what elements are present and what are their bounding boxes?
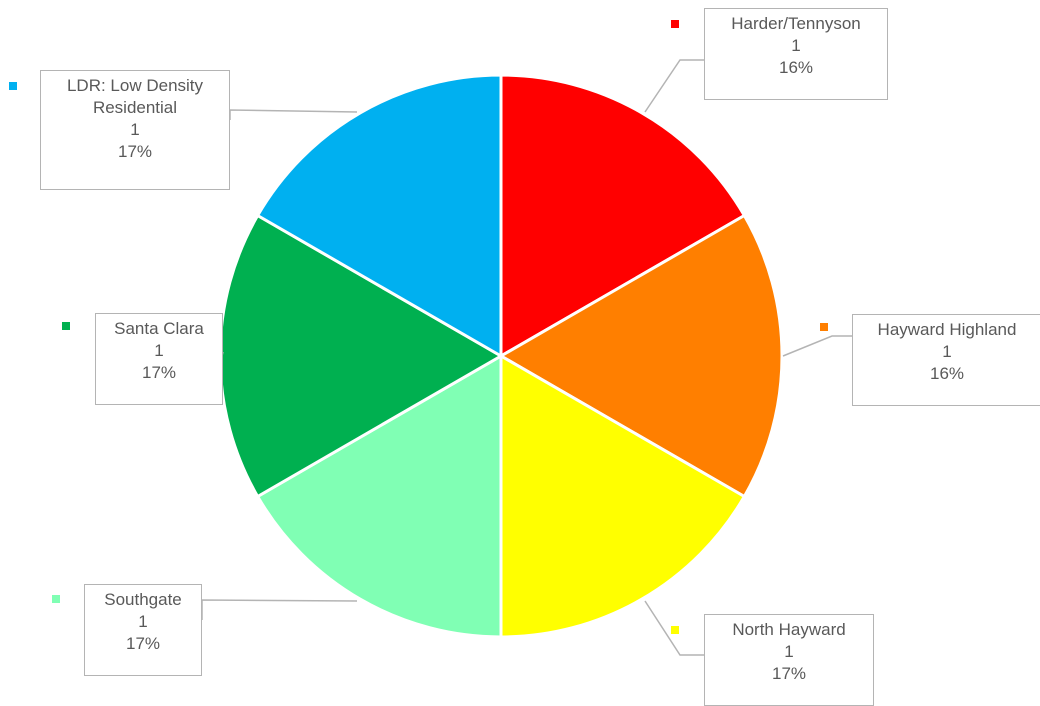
- label-value: 1: [154, 341, 164, 360]
- label-category: Santa Clara: [114, 319, 204, 338]
- data-label-ldr-low-density-residential: LDR: Low Density Residential 1 17%: [40, 70, 230, 190]
- leader-line: [201, 599, 358, 620]
- leader-line: [782, 335, 852, 357]
- pie-slice-north-hayward: [499, 353, 747, 639]
- label-value: 1: [784, 642, 794, 661]
- data-label-hayward-highland: Hayward Highland 1 16%: [852, 314, 1040, 406]
- legend-key-ldr: [9, 82, 17, 90]
- label-percent: 17%: [125, 634, 161, 653]
- leader-line: [644, 59, 704, 113]
- label-value: 1: [138, 612, 148, 631]
- data-label-north-hayward: North Hayward 1 17%: [704, 614, 874, 706]
- pie-slices: [218, 73, 784, 639]
- pie-slice-hayward-highland: [498, 213, 784, 499]
- legend-key-north-hayward: [671, 626, 679, 634]
- label-category: Hayward Highland: [877, 320, 1017, 339]
- label-percent: 17%: [141, 363, 177, 382]
- label-category: Harder/Tennyson: [731, 14, 861, 33]
- data-label-harder-tennyson: Harder/Tennyson 1 16%: [704, 8, 888, 100]
- label-value: 1: [130, 120, 140, 139]
- pie-slice-ldr-low-density-residential: [255, 73, 503, 359]
- label-percent: 16%: [778, 58, 814, 77]
- label-percent: 17%: [771, 664, 807, 683]
- label-category: North Hayward: [732, 620, 846, 639]
- label-category: Southgate: [104, 590, 182, 609]
- label-category: LDR: Low Density Residential: [66, 76, 204, 117]
- pie-slice-southgate: [255, 353, 503, 639]
- label-value: 1: [942, 342, 952, 361]
- label-value: 1: [791, 36, 801, 55]
- legend-key-hayward-highland: [820, 323, 828, 331]
- data-label-santa-clara: Santa Clara 1 17%: [95, 313, 223, 405]
- legend-key-harder-tennyson: [671, 20, 679, 28]
- leader-line: [229, 109, 358, 120]
- legend-key-santa-clara: [62, 322, 70, 330]
- label-percent: 17%: [117, 142, 153, 161]
- pie-slice-harder-tennyson: [499, 73, 747, 359]
- legend-key-southgate: [52, 595, 60, 603]
- label-percent: 16%: [929, 364, 965, 383]
- data-label-southgate: Southgate 1 17%: [84, 584, 202, 676]
- leader-line: [644, 600, 704, 656]
